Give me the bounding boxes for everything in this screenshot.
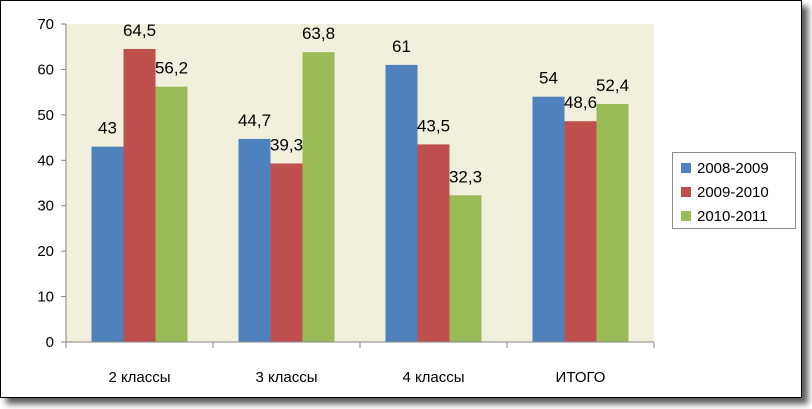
legend-label: 2008-2009	[697, 159, 769, 177]
bars	[91, 48, 629, 343]
y-tick-label: 60	[37, 61, 54, 78]
legend-item: 2010-2011	[681, 204, 795, 228]
bar	[155, 86, 188, 342]
bar	[238, 138, 271, 342]
data-label: 63,8	[302, 24, 335, 43]
legend-item: 2009-2010	[681, 180, 795, 204]
bar	[91, 146, 124, 342]
bar	[123, 48, 156, 342]
bar	[385, 64, 418, 342]
x-axis: 2 классы 3 классы 4 классы ИТОГО	[65, 341, 655, 386]
chart-frame: 0 10 20 30 40 50 60 70 43 44,7 61 54 64,5 39,3 43,5 48…	[0, 0, 802, 398]
legend-label: 2009-2010	[697, 183, 769, 201]
x-category-label: ИТОГО	[556, 369, 606, 386]
bar	[564, 121, 597, 343]
bar	[417, 144, 450, 342]
bar-chart: 0 10 20 30 40 50 60 70 43 44,7 61 54 64,5 39,3 43,5 48…	[37, 16, 655, 386]
data-labels: 43 44,7 61 54 64,5 39,3 43,5 48,6 56,2 63,8 32,3 52…	[98, 21, 629, 186]
bar	[302, 52, 335, 343]
bar	[449, 195, 482, 342]
data-label: 43,5	[417, 116, 450, 135]
data-label: 43	[98, 119, 117, 138]
y-tick-label: 10	[37, 289, 54, 306]
bar	[270, 163, 303, 342]
y-axis: 0 10 20 30 40 50 60 70	[37, 16, 67, 351]
y-tick-label: 20	[37, 243, 54, 260]
legend-swatch	[681, 211, 691, 221]
data-label: 52,4	[596, 76, 629, 95]
legend-swatch	[681, 163, 691, 173]
data-label: 48,6	[564, 93, 597, 112]
data-label: 61	[392, 37, 411, 56]
data-label: 54	[539, 69, 558, 88]
bar	[596, 103, 629, 342]
data-label: 32,3	[449, 167, 482, 186]
data-label: 39,3	[270, 135, 303, 154]
x-category-label: 3 классы	[255, 369, 317, 386]
legend-swatch	[681, 187, 691, 197]
y-tick-label: 70	[37, 16, 54, 33]
y-tick-label: 50	[37, 107, 54, 124]
y-tick-label: 0	[46, 334, 54, 351]
y-tick-label: 30	[37, 198, 54, 215]
x-category-label: 2 классы	[108, 369, 170, 386]
bar	[532, 96, 565, 342]
data-label: 64,5	[123, 21, 156, 40]
x-category-label: 4 классы	[402, 369, 464, 386]
legend-item: 2008-2009	[681, 156, 795, 180]
legend-label: 2010-2011	[697, 207, 768, 225]
data-label: 44,7	[238, 111, 271, 130]
y-tick-label: 40	[37, 152, 54, 169]
legend: 2008-2009 2009-2010 2010-2011	[672, 152, 796, 229]
data-label: 56,2	[155, 59, 188, 78]
